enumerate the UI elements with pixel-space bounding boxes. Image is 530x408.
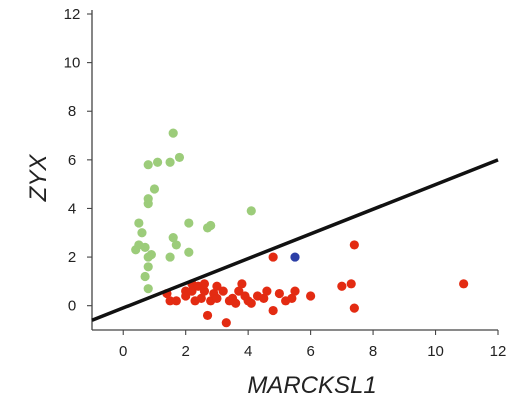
- red-point: [346, 279, 356, 289]
- y-tick-label: 6: [68, 152, 76, 169]
- blue-point: [290, 252, 300, 262]
- green-point: [140, 242, 150, 252]
- green-point: [165, 252, 175, 262]
- green-point: [168, 233, 178, 243]
- x-tick-label: 10: [427, 343, 444, 360]
- red-point: [268, 305, 278, 316]
- green-point: [140, 271, 150, 282]
- green-point: [143, 284, 153, 294]
- red-point: [199, 279, 210, 289]
- x-tick-label: 0: [119, 343, 127, 360]
- green-point: [165, 157, 175, 167]
- red-point: [237, 279, 247, 289]
- green-point: [152, 157, 163, 167]
- y-tick-label: 12: [64, 6, 81, 23]
- red-point: [337, 281, 347, 291]
- x-axis-ticks: 0 2 4 6 8 10 12: [119, 330, 506, 360]
- green-point: [149, 184, 160, 194]
- x-axis-title: MARCKSL1: [247, 372, 376, 399]
- red-point: [212, 293, 222, 303]
- axes: [91, 10, 498, 331]
- red-point: [181, 291, 191, 301]
- red-point: [231, 298, 241, 308]
- x-tick-label: 6: [306, 343, 314, 360]
- red-point: [259, 293, 269, 303]
- green-point: [184, 247, 194, 257]
- green-point: [206, 220, 216, 231]
- red-point: [218, 286, 228, 296]
- y-tick-label: 10: [64, 55, 81, 72]
- red-point: [262, 286, 272, 296]
- y-axis-ticks: 0 2 4 6 8 10 12: [64, 6, 92, 315]
- green-point: [137, 228, 147, 238]
- x-tick-label: 4: [244, 343, 252, 360]
- green-point: [146, 250, 156, 260]
- green-point: [143, 262, 153, 272]
- red-point: [234, 286, 244, 296]
- green-point: [171, 240, 181, 250]
- red-point: [306, 291, 316, 301]
- green-point: [143, 194, 153, 204]
- red-point: [246, 298, 256, 308]
- red-point: [287, 293, 297, 303]
- data-points: [131, 128, 469, 328]
- red-point: [221, 318, 231, 328]
- y-tick-label: 4: [68, 200, 76, 217]
- red-point: [268, 252, 278, 262]
- green-point: [134, 218, 144, 228]
- y-axis-title: ZYX: [25, 154, 52, 203]
- green-point: [143, 160, 153, 170]
- y-tick-label: 0: [68, 298, 76, 315]
- red-point: [290, 286, 300, 296]
- red-point: [196, 293, 206, 303]
- green-point: [168, 128, 178, 138]
- red-point: [274, 288, 284, 299]
- x-tick-label: 12: [490, 343, 507, 360]
- red-point: [199, 286, 210, 296]
- red-point: [349, 240, 359, 250]
- y-tick-label: 8: [68, 103, 76, 120]
- red-point: [349, 303, 359, 313]
- green-point: [174, 152, 185, 163]
- red-point: [187, 286, 197, 296]
- red-point: [459, 279, 469, 289]
- red-point: [212, 281, 222, 291]
- red-point: [202, 310, 213, 321]
- decision-line: [91, 158, 499, 322]
- y-tick-label: 2: [68, 249, 76, 266]
- x-tick-label: 2: [182, 343, 190, 360]
- red-point: [171, 296, 181, 306]
- green-point: [246, 206, 256, 216]
- green-point: [184, 218, 194, 228]
- x-tick-label: 8: [369, 343, 377, 360]
